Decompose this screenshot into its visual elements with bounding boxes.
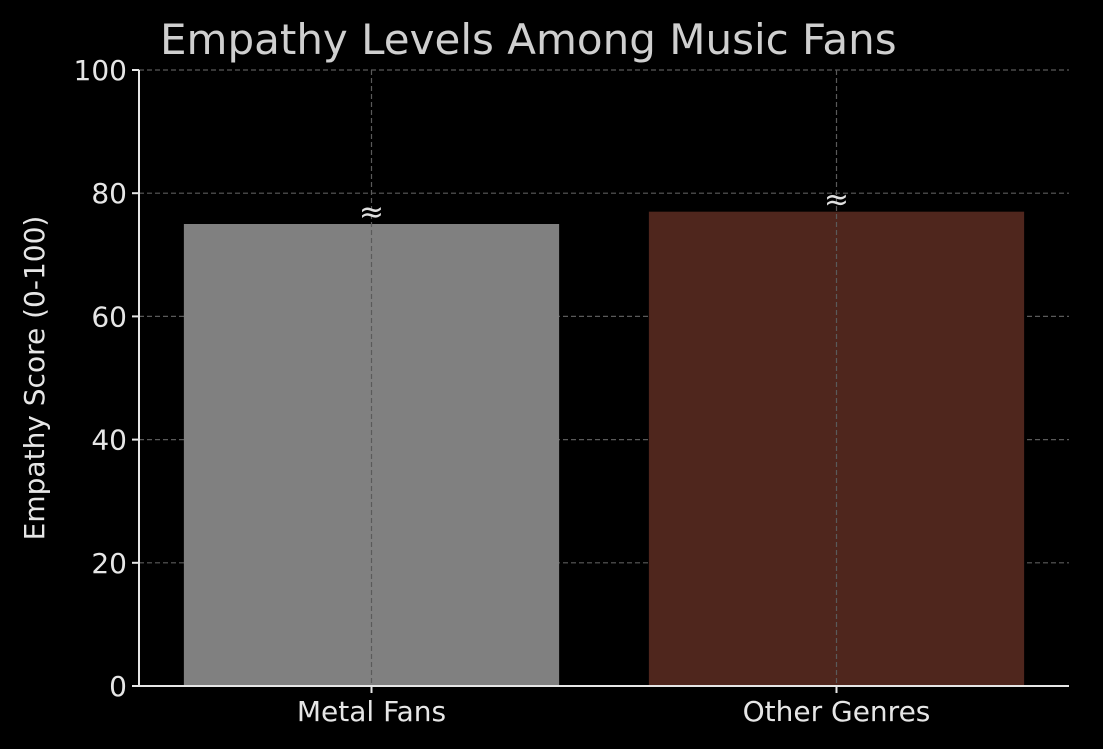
bar-annotations: ≈ ≈ [359, 183, 849, 230]
y-tick-label: 60 [91, 300, 127, 333]
bar-annotation: ≈ [359, 195, 384, 230]
chart-title: Empathy Levels Among Music Fans [160, 15, 897, 64]
vertical-grid-lines [370, 70, 838, 686]
axes [132, 69, 1069, 693]
x-tick-label: Other Genres [743, 695, 931, 728]
y-tick-label: 20 [91, 547, 127, 580]
bar-annotation: ≈ [824, 183, 849, 218]
y-tick-label: 0 [109, 670, 127, 703]
x-tick-labels: Metal Fans Other Genres [297, 695, 931, 728]
y-tick-labels: 0 20 40 60 80 100 [74, 54, 127, 703]
x-tick-label: Metal Fans [297, 695, 446, 728]
y-tick-label: 40 [91, 424, 127, 457]
y-tick-label: 100 [74, 54, 127, 87]
y-tick-label: 80 [91, 177, 127, 210]
y-axis-label: Empathy Score (0-100) [18, 216, 51, 541]
